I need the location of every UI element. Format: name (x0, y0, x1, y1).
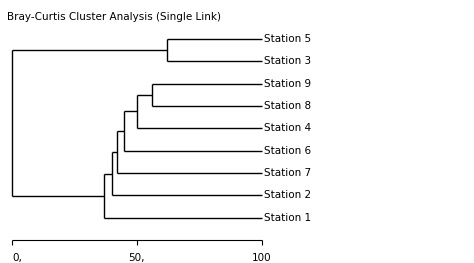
Text: Station 9: Station 9 (264, 79, 311, 89)
Text: 50,: 50, (128, 253, 145, 263)
Text: Station 2: Station 2 (264, 190, 311, 200)
Text: Station 1: Station 1 (264, 213, 311, 222)
Text: Station 6: Station 6 (264, 145, 311, 155)
Text: Station 3: Station 3 (264, 56, 311, 66)
Text: Station 8: Station 8 (264, 101, 311, 111)
Text: Station 5: Station 5 (264, 34, 311, 44)
Text: 100: 100 (252, 253, 271, 263)
Text: Station 4: Station 4 (264, 123, 311, 133)
Text: Bray-Curtis Cluster Analysis (Single Link): Bray-Curtis Cluster Analysis (Single Lin… (7, 12, 221, 22)
Text: 0,: 0, (12, 253, 22, 263)
Text: Station 7: Station 7 (264, 168, 311, 178)
